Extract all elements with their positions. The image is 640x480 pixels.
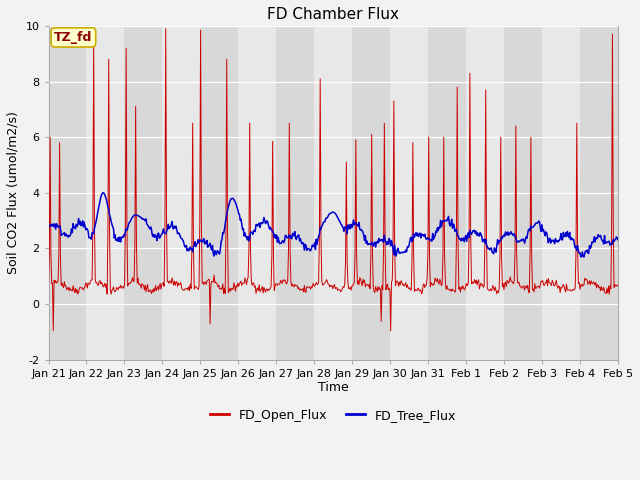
X-axis label: Time: Time bbox=[318, 382, 349, 395]
Bar bbox=[428, 26, 466, 360]
Bar bbox=[86, 26, 124, 360]
Bar bbox=[276, 26, 314, 360]
Title: FD Chamber Flux: FD Chamber Flux bbox=[268, 7, 399, 22]
Bar bbox=[200, 26, 238, 360]
Bar bbox=[238, 26, 276, 360]
Bar bbox=[542, 26, 580, 360]
Bar bbox=[466, 26, 504, 360]
Bar bbox=[352, 26, 390, 360]
Bar bbox=[390, 26, 428, 360]
Legend: FD_Open_Flux, FD_Tree_Flux: FD_Open_Flux, FD_Tree_Flux bbox=[205, 404, 461, 427]
Bar bbox=[314, 26, 352, 360]
Bar bbox=[163, 26, 200, 360]
Bar bbox=[580, 26, 618, 360]
Bar bbox=[49, 26, 86, 360]
Text: TZ_fd: TZ_fd bbox=[54, 31, 93, 44]
Y-axis label: Soil CO2 Flux (umol/m2/s): Soil CO2 Flux (umol/m2/s) bbox=[7, 111, 20, 274]
Bar bbox=[124, 26, 163, 360]
Bar bbox=[504, 26, 542, 360]
